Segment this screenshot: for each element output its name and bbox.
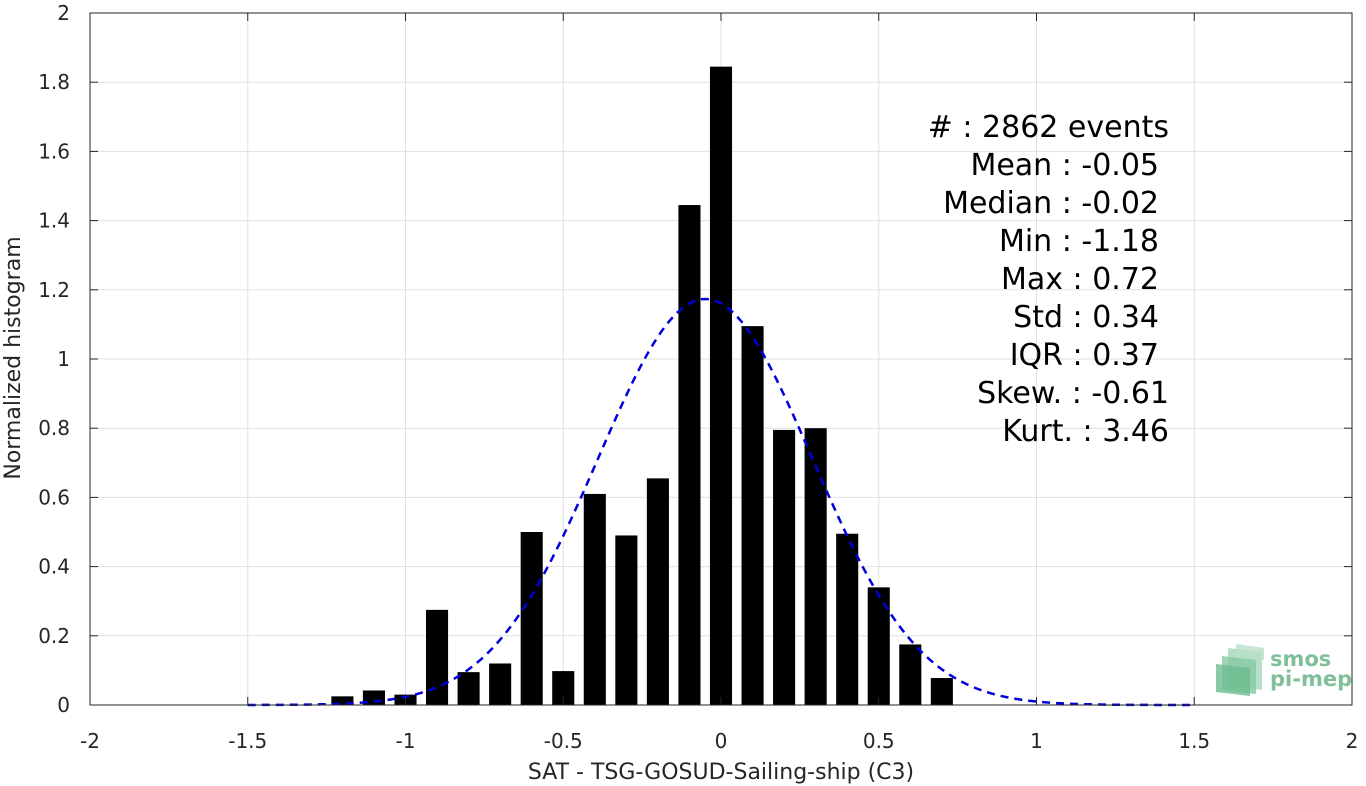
histogram-bar (331, 696, 354, 705)
y-tick-label: 2 (57, 1, 70, 25)
x-tick-labels: -2 -1.5 -1 -0.5 0 0.5 1 1.5 2 (80, 729, 1358, 753)
y-tick-label: 1.2 (38, 278, 70, 302)
logo-mark-icon (1216, 644, 1264, 696)
x-tick-label: 0 (715, 729, 728, 753)
stat-skew: Skew. : -0.61 (977, 376, 1169, 411)
histogram-bar (457, 672, 480, 705)
stat-max: Max : 0.72 (1001, 262, 1159, 297)
histogram-bar (678, 205, 701, 705)
y-tick-label: 1.8 (38, 70, 70, 94)
histogram-bar (773, 429, 796, 705)
x-tick-label: -0.5 (544, 729, 583, 753)
histogram-bar (709, 66, 733, 705)
stat-events: # : 2862 events (928, 110, 1169, 145)
x-tick-label: -2 (80, 729, 100, 753)
histogram-bar (867, 587, 890, 705)
x-tick-label: 0.5 (863, 729, 895, 753)
stat-median: Median : -0.02 (943, 186, 1159, 221)
x-tick-label: -1.5 (228, 729, 267, 753)
x-axis-title: SAT - TSG-GOSUD-Sailing-ship (C3) (528, 760, 914, 785)
stat-iqr: IQR : 0.37 (1010, 338, 1159, 373)
histogram-bar (615, 535, 638, 705)
y-axis-title: Normalized histogram (1, 236, 26, 479)
y-tick-label: 1.4 (38, 209, 70, 233)
histogram-bar (552, 671, 575, 705)
histogram-bar (646, 478, 669, 705)
histogram-bar (804, 428, 827, 705)
x-tick-label: 1 (1030, 729, 1043, 753)
y-tick-label: 1.6 (38, 139, 70, 163)
histogram-bar (489, 663, 512, 705)
x-tick-label: -1 (396, 729, 416, 753)
smos-pimep-logo: smos pi-mep (1216, 644, 1352, 696)
axis-ticks (89, 12, 1353, 706)
histogram-bar (899, 644, 922, 705)
stats-annotation: # : 2862 events Mean : -0.05 Median : -0… (928, 110, 1169, 449)
y-tick-label: 0.4 (38, 555, 70, 579)
logo-text-smos: smos (1270, 647, 1331, 671)
y-tick-labels: 0 0.2 0.4 0.6 0.8 1 1.2 1.4 1.6 1.8 2 (38, 1, 70, 717)
stat-min: Min : -1.18 (999, 224, 1159, 259)
bars (331, 66, 953, 705)
y-tick-label: 0.8 (38, 416, 70, 440)
histogram-bar (426, 609, 449, 705)
normal-fit-curve (247, 297, 1195, 707)
y-tick-label: 0 (57, 693, 70, 717)
y-tick-label: 0.6 (38, 485, 70, 509)
histogram-bar (930, 678, 953, 705)
histogram-bar (583, 493, 606, 705)
x-tick-label: 2 (1346, 729, 1359, 753)
stat-std: Std : 0.34 (1013, 300, 1159, 335)
stat-mean: Mean : -0.05 (970, 148, 1159, 183)
x-tick-label: 1.5 (1178, 729, 1210, 753)
y-tick-label: 1 (57, 347, 70, 371)
histogram-bar (520, 532, 543, 705)
y-tick-label: 0.2 (38, 624, 70, 648)
histogram-bar (836, 533, 859, 705)
stat-kurt: Kurt. : 3.46 (1002, 414, 1169, 449)
histogram-bar (741, 326, 764, 705)
logo-text-pimep: pi-mep (1270, 667, 1352, 691)
